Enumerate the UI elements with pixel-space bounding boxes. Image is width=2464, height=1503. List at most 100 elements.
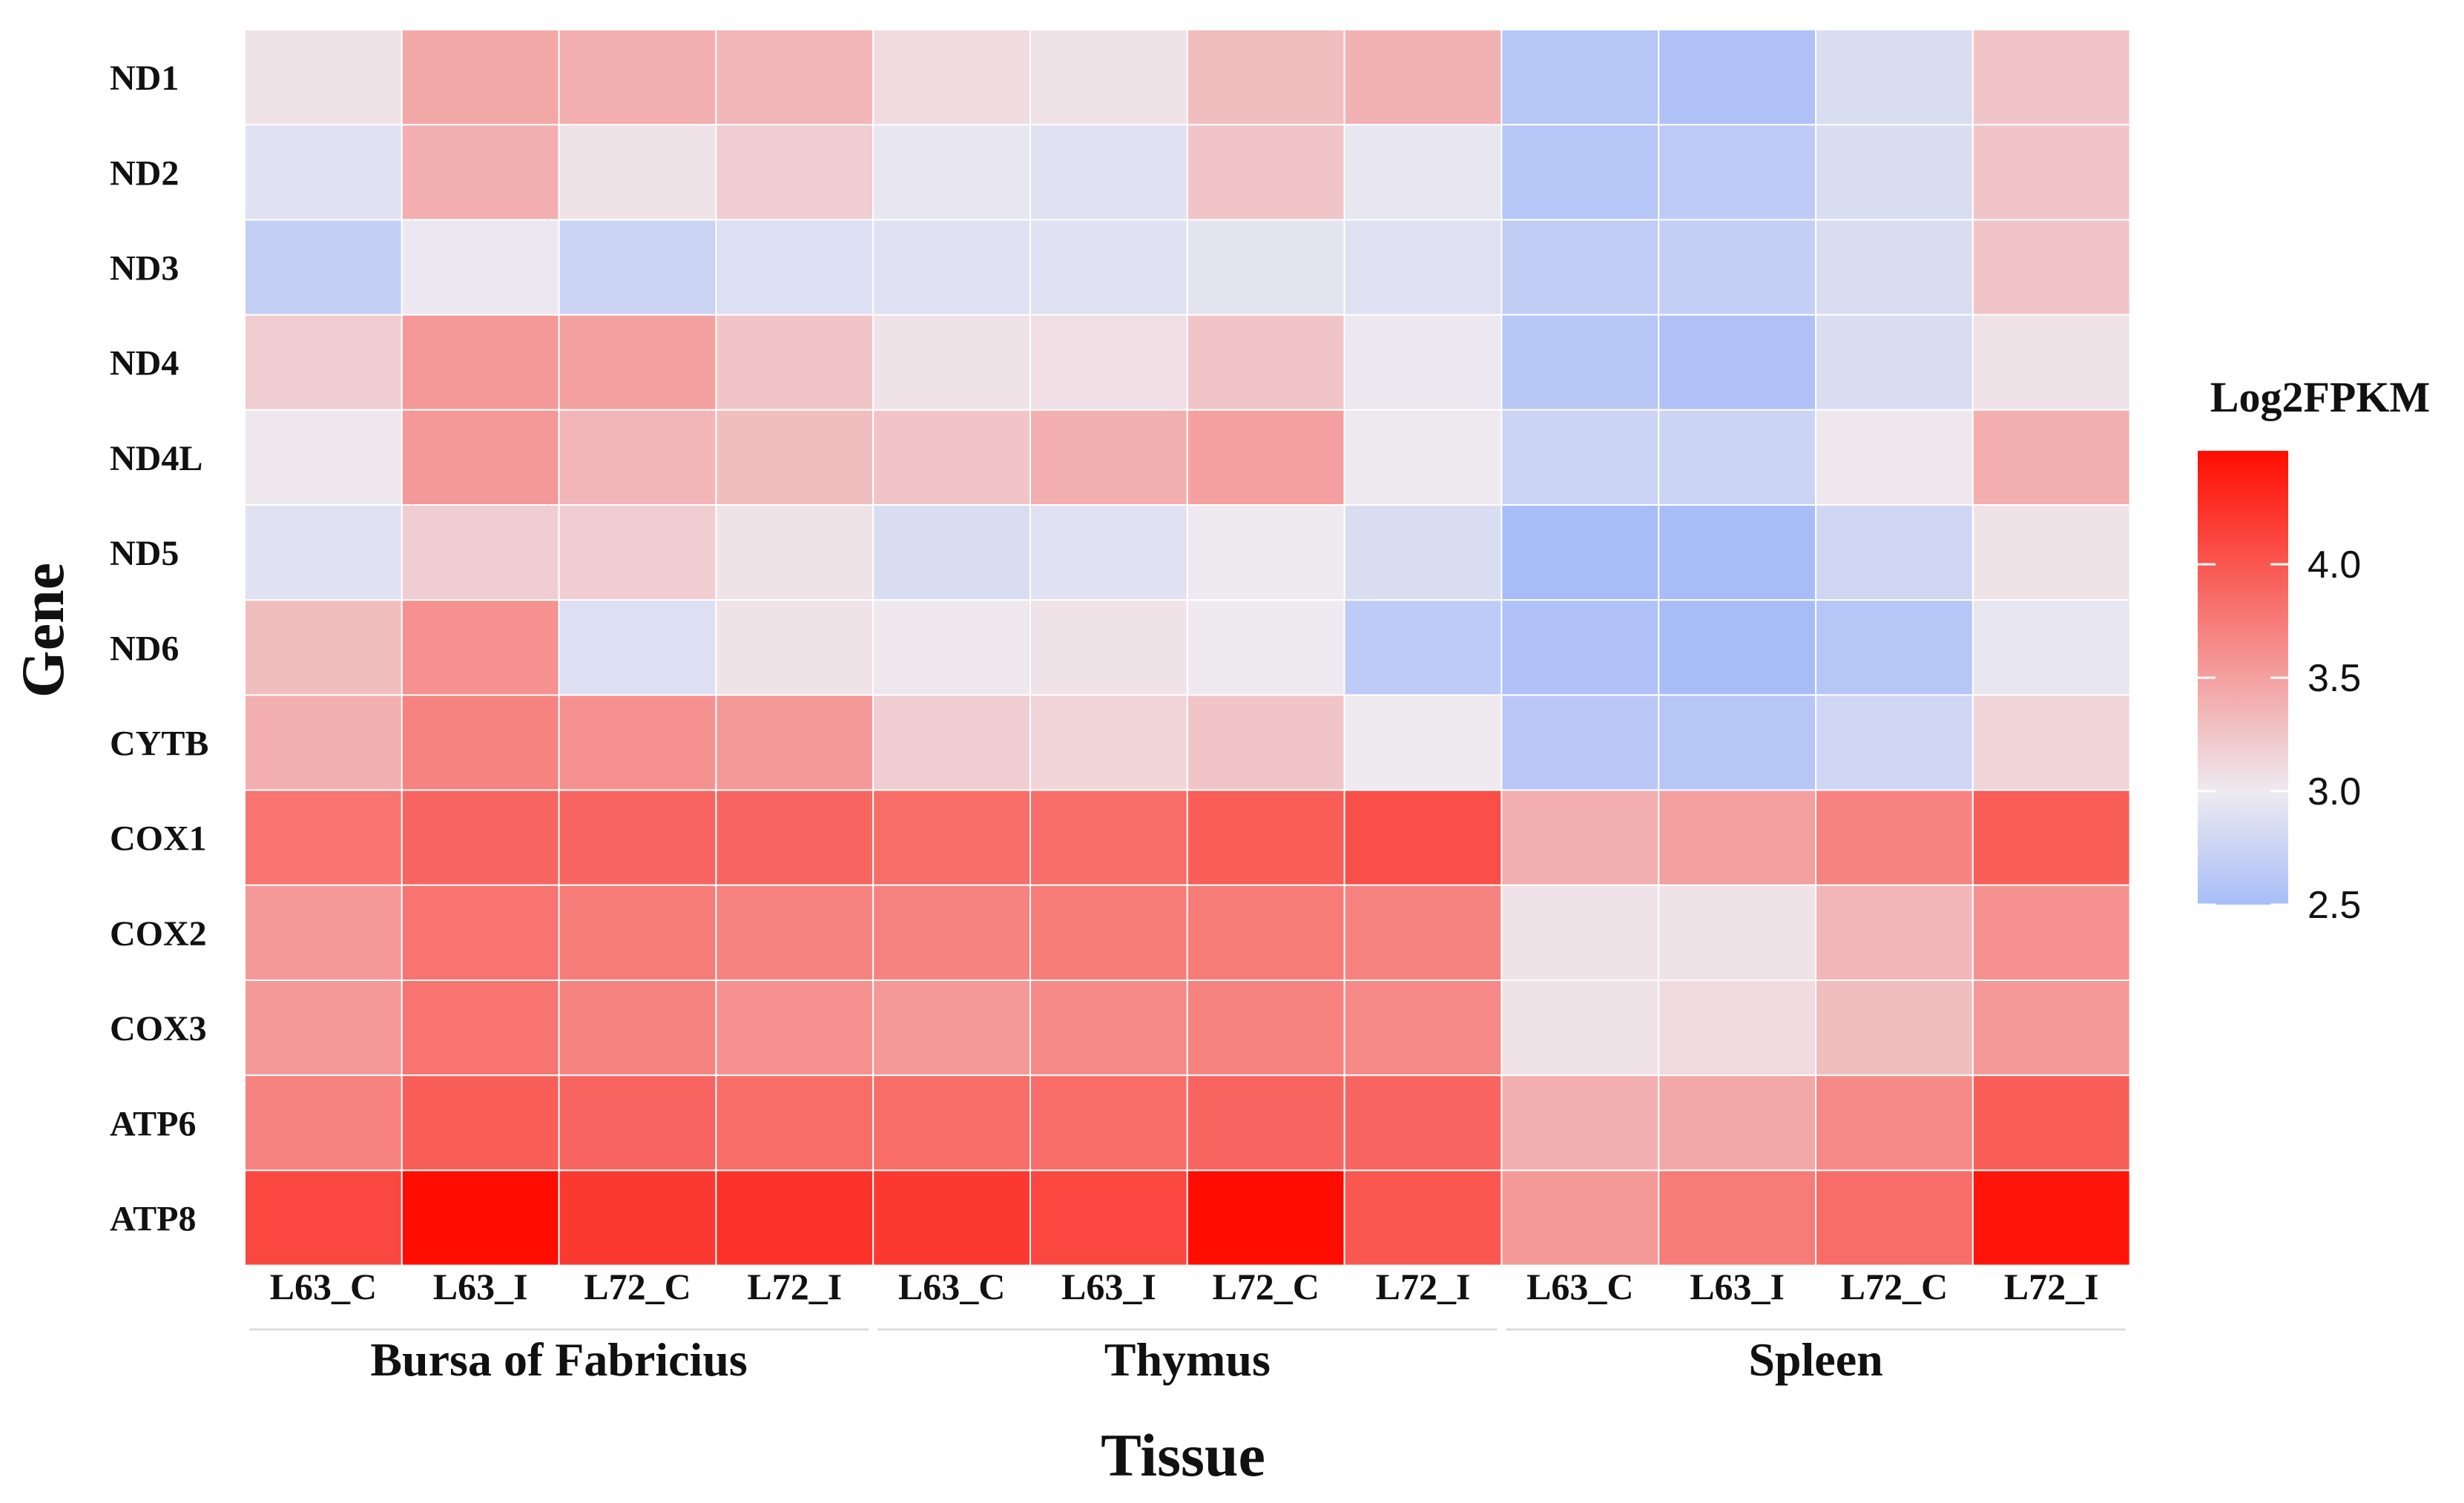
gene-label: ND6	[110, 629, 179, 668]
heatmap-cell	[872, 1169, 1031, 1266]
heatmap-cell	[244, 1169, 403, 1266]
heatmap-cell	[1815, 980, 1974, 1077]
heatmap-cell	[1658, 980, 1816, 1077]
heatmap-cell	[715, 980, 874, 1077]
sample-labels: L63_C L63_I L72_C L72_I L63_C L63_I L72_C L72_I…	[270, 1266, 2099, 1307]
heatmap-cell	[1030, 884, 1188, 982]
heatmap-cell	[872, 980, 1031, 1077]
heatmap-cell	[1501, 219, 1660, 316]
heatmap-cell	[1186, 1074, 1345, 1172]
heatmap-cell	[244, 29, 403, 126]
heatmap-cell	[1971, 694, 2131, 791]
heatmap-cell	[1971, 1074, 2131, 1172]
heatmap-cell	[1658, 409, 1816, 506]
heatmap-cell	[1343, 694, 1503, 791]
heatmap-cell	[1815, 789, 1974, 886]
heatmap-cell	[244, 884, 403, 982]
heatmap-cell	[872, 124, 1031, 221]
heatmap-cell	[558, 980, 717, 1077]
heatmap-cell	[1971, 219, 2131, 316]
heatmap-cell	[1971, 314, 2131, 411]
heatmap-cell	[715, 789, 874, 886]
heatmap-cell	[1343, 884, 1503, 982]
heatmap-cell	[1971, 884, 2131, 982]
gene-label: COX1	[110, 819, 207, 859]
sample-label: L63_C	[1526, 1266, 1633, 1307]
heatmap-cell	[1815, 694, 1974, 791]
heatmap-cell	[1030, 314, 1188, 411]
gene-labels: ND1 ND2 ND3 ND4 ND4L ND5 ND6 CYTB COX1 COX2 COX3 AT…	[110, 59, 208, 1238]
heatmap-cell	[715, 504, 874, 601]
heatmap-cell	[1030, 504, 1188, 601]
heatmap-cell	[1815, 29, 1974, 126]
heatmap-cell	[1815, 504, 1974, 601]
sample-label: L72_C	[584, 1266, 691, 1307]
heatmap-cell	[1658, 694, 1816, 791]
heatmap-cell	[1343, 599, 1503, 696]
heatmap-cell	[1343, 504, 1503, 601]
heatmap-cell	[715, 884, 874, 982]
heatmap-cell	[401, 599, 560, 696]
heatmap-cell	[244, 504, 403, 601]
heatmap-cell	[1501, 314, 1660, 411]
tissue-group-label: Bursa of Fabricius	[370, 1333, 747, 1386]
heatmap-cell	[244, 694, 403, 791]
heatmap-cell	[1501, 980, 1660, 1077]
heatmap-cell	[1971, 599, 2131, 696]
heatmap-cell	[1186, 219, 1345, 316]
heatmap-cell	[1343, 29, 1503, 126]
heatmap-cell	[244, 124, 403, 221]
heatmap-cell	[1501, 29, 1660, 126]
heatmap-cell	[1186, 504, 1345, 601]
heatmap-cell	[1815, 124, 1974, 221]
heatmap-cell	[244, 314, 403, 411]
heatmap-cell	[1186, 314, 1345, 411]
heatmap-cell	[558, 789, 717, 886]
heatmap-cell	[872, 1074, 1031, 1172]
heatmap-cell	[1971, 1169, 2131, 1266]
heatmap-cell	[244, 219, 403, 316]
heatmap-cell	[1186, 789, 1345, 886]
heatmap-cell	[1030, 789, 1188, 886]
heatmap-cell	[872, 29, 1031, 126]
heatmap-cell	[401, 29, 560, 126]
heatmap-cell	[872, 409, 1031, 506]
heatmap-cell	[558, 1074, 717, 1172]
heatmap-cell	[1658, 219, 1816, 316]
heatmap-cell	[1343, 124, 1503, 221]
heatmap-cell	[1186, 694, 1345, 791]
gene-label: ND3	[110, 249, 179, 288]
heatmap-cell	[401, 694, 560, 791]
heatmap-cell	[244, 409, 403, 506]
heatmap-cell	[715, 599, 874, 696]
gene-label: ND4	[110, 344, 179, 383]
legend-tick-label: 4.0	[2307, 544, 2361, 587]
heatmap-cell	[1030, 219, 1188, 316]
heatmap-cell	[715, 219, 874, 316]
sample-label: L63_C	[898, 1266, 1005, 1307]
heatmap-cell	[1815, 219, 1974, 316]
heatmap-cell	[715, 694, 874, 791]
heatmap-cell	[1815, 884, 1974, 982]
heatmap-cell	[244, 789, 403, 886]
heatmap-cell	[1030, 1169, 1188, 1266]
gene-label: ATP6	[110, 1104, 196, 1143]
gene-label: ND2	[110, 153, 179, 193]
sample-label: L63_I	[433, 1266, 528, 1307]
heatmap-cell	[1501, 789, 1660, 886]
heatmap-cell	[1343, 1074, 1503, 1172]
heatmap-cell	[558, 29, 717, 126]
heatmap-cell	[558, 409, 717, 506]
heatmap-cell	[1658, 1074, 1816, 1172]
color-legend: Log2FPKM 2.5 3.0 3.5 4.0	[2198, 373, 2430, 927]
sample-label: L63_C	[270, 1266, 377, 1307]
heatmap-cell	[558, 504, 717, 601]
sample-label: L72_C	[1841, 1266, 1948, 1307]
heatmap-cell	[1658, 29, 1816, 126]
heatmap-cell	[715, 29, 874, 126]
heatmap-cell	[1501, 124, 1660, 221]
heatmap-cell	[1186, 29, 1345, 126]
heatmap-cell	[1658, 504, 1816, 601]
heatmap-cell	[558, 314, 717, 411]
